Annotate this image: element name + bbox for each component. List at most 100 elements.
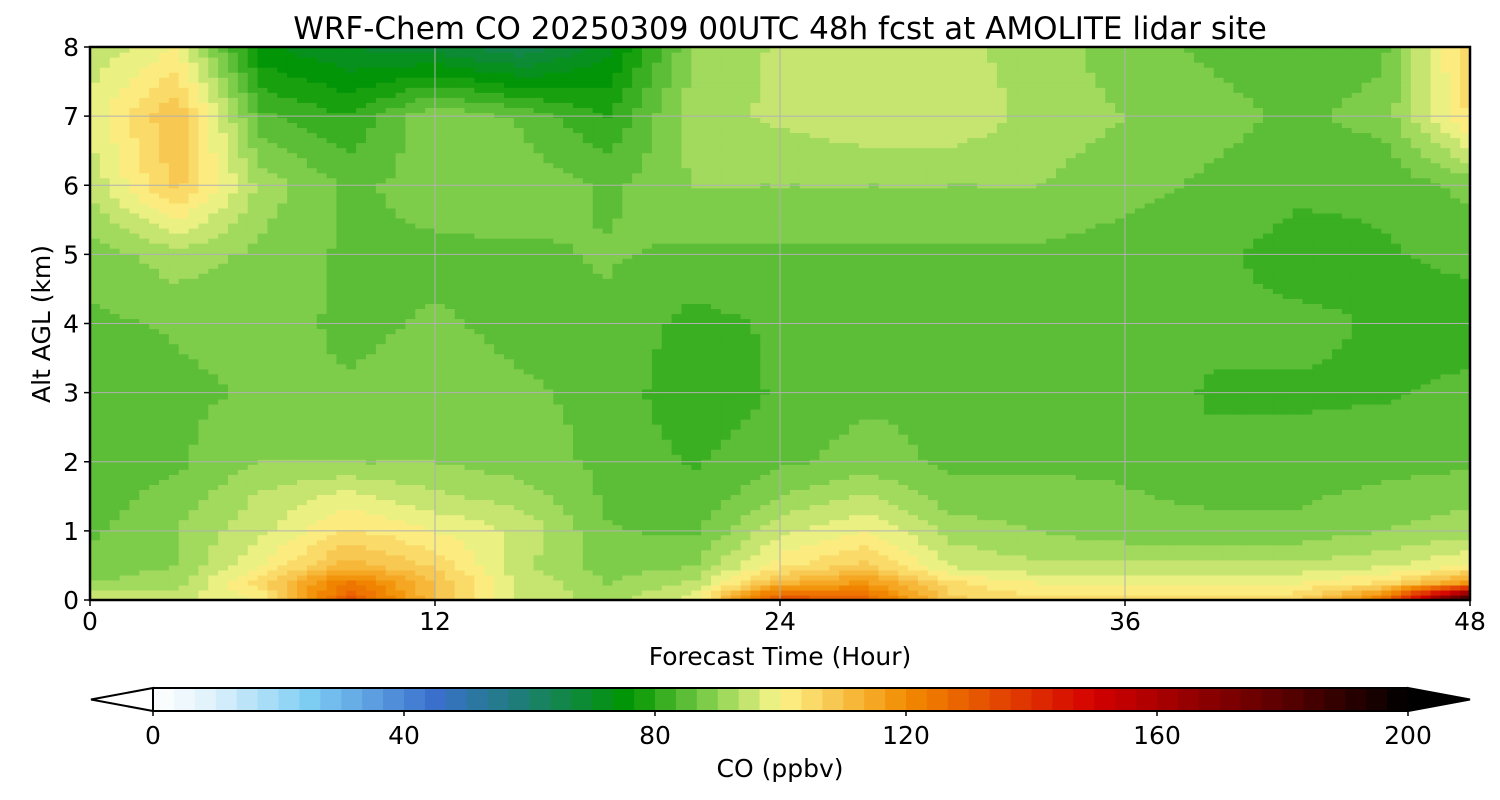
heatmap-cell bbox=[681, 454, 692, 460]
heatmap-cell bbox=[829, 524, 840, 531]
heatmap-cell bbox=[1075, 449, 1087, 455]
heatmap-cell bbox=[1371, 499, 1382, 506]
heatmap-cell bbox=[1046, 519, 1057, 526]
heatmap-cell bbox=[267, 434, 278, 440]
heatmap-cell bbox=[701, 559, 712, 566]
heatmap-cell bbox=[90, 514, 101, 521]
heatmap-cell bbox=[799, 544, 811, 551]
heatmap-cell bbox=[375, 449, 387, 455]
heatmap-cell bbox=[385, 479, 397, 485]
heatmap-cell bbox=[780, 574, 791, 581]
heatmap-cell bbox=[1430, 504, 1442, 511]
heatmap-cell bbox=[306, 574, 318, 581]
heatmap-cell bbox=[109, 484, 121, 490]
heatmap-cell bbox=[218, 434, 229, 440]
heatmap-cell bbox=[1056, 514, 1067, 521]
heatmap-cell bbox=[691, 584, 702, 591]
heatmap-cell bbox=[671, 594, 683, 600]
heatmap-cell bbox=[573, 554, 584, 561]
heatmap-cell bbox=[474, 449, 485, 455]
heatmap-cell bbox=[918, 514, 929, 521]
heatmap-cell bbox=[1381, 489, 1392, 496]
heatmap-cell bbox=[484, 594, 495, 600]
heatmap-cell bbox=[395, 479, 407, 485]
heatmap-cell bbox=[1460, 439, 1470, 445]
heatmap-cell bbox=[1272, 464, 1284, 470]
heatmap-cell bbox=[198, 549, 209, 556]
heatmap-cell bbox=[356, 464, 367, 470]
heatmap-cell bbox=[346, 424, 357, 430]
heatmap-cell bbox=[809, 489, 821, 496]
heatmap-cell bbox=[99, 449, 111, 455]
heatmap-cell bbox=[730, 454, 742, 460]
heatmap-cell bbox=[740, 549, 752, 556]
heatmap-cell bbox=[513, 499, 525, 506]
heatmap-cell bbox=[444, 534, 456, 541]
heatmap-cell bbox=[1243, 584, 1254, 591]
heatmap-cell bbox=[385, 534, 397, 541]
heatmap-cell bbox=[1391, 504, 1402, 511]
heatmap-cell bbox=[1203, 429, 1215, 435]
heatmap-cell bbox=[1154, 469, 1166, 475]
heatmap-cell bbox=[1361, 454, 1373, 460]
heatmap-cell bbox=[977, 499, 988, 506]
heatmap-cell bbox=[849, 429, 860, 435]
heatmap-cell bbox=[454, 564, 466, 571]
heatmap-cell bbox=[228, 534, 239, 541]
heatmap-cell bbox=[1401, 554, 1412, 561]
heatmap-cell bbox=[868, 554, 880, 561]
heatmap-cell bbox=[1154, 509, 1166, 516]
heatmap-cell bbox=[1371, 514, 1382, 521]
heatmap-cell bbox=[1233, 504, 1244, 511]
heatmap-cell bbox=[1174, 439, 1185, 445]
heatmap-cell bbox=[1332, 574, 1343, 581]
heatmap-cell bbox=[109, 569, 121, 576]
heatmap-cell bbox=[326, 509, 338, 516]
heatmap-cell bbox=[651, 429, 663, 435]
heatmap-cell bbox=[366, 434, 377, 440]
heatmap-cell bbox=[1016, 449, 1028, 455]
heatmap-cell bbox=[987, 429, 998, 435]
heatmap-cell bbox=[129, 589, 140, 596]
heatmap-cell bbox=[809, 449, 821, 455]
heatmap-cell bbox=[918, 594, 929, 600]
heatmap-cell bbox=[661, 564, 673, 571]
heatmap-cell bbox=[898, 549, 909, 556]
heatmap-cell bbox=[1272, 509, 1284, 516]
heatmap-cell bbox=[1164, 514, 1175, 521]
heatmap-cell bbox=[582, 444, 594, 450]
heatmap-cell bbox=[464, 509, 476, 516]
heatmap-cell bbox=[484, 514, 495, 521]
heatmap-cell bbox=[287, 579, 298, 586]
heatmap-cell bbox=[711, 469, 722, 475]
heatmap-cell bbox=[740, 534, 752, 541]
heatmap-cell bbox=[1381, 529, 1392, 536]
heatmap-cell bbox=[888, 469, 899, 475]
heatmap-cell bbox=[1302, 524, 1313, 531]
heatmap-cell bbox=[1450, 579, 1461, 586]
heatmap-cell bbox=[1085, 519, 1097, 526]
heatmap-cell bbox=[109, 469, 121, 475]
heatmap-cell bbox=[1282, 489, 1294, 496]
heatmap-cell bbox=[671, 424, 683, 430]
heatmap-cell bbox=[1420, 454, 1432, 460]
heatmap-cell bbox=[297, 539, 308, 546]
heatmap-cell bbox=[435, 489, 446, 496]
heatmap-cell bbox=[306, 434, 318, 440]
heatmap-cell bbox=[129, 554, 140, 561]
heatmap-cell bbox=[1154, 589, 1166, 596]
heatmap-cell bbox=[484, 424, 495, 430]
heatmap-cell bbox=[1430, 439, 1442, 445]
heatmap-cell bbox=[405, 449, 416, 455]
heatmap-cell bbox=[1361, 469, 1373, 475]
heatmap-cell bbox=[977, 554, 988, 561]
heatmap-cell bbox=[1401, 539, 1412, 546]
heatmap-cell bbox=[188, 464, 200, 470]
heatmap-cell bbox=[356, 534, 367, 541]
heatmap-cell bbox=[484, 434, 495, 440]
heatmap-cell bbox=[99, 469, 111, 475]
heatmap-cell bbox=[839, 514, 850, 521]
heatmap-cell bbox=[1194, 569, 1205, 576]
heatmap-cell bbox=[513, 564, 525, 571]
heatmap-cell bbox=[632, 594, 643, 600]
